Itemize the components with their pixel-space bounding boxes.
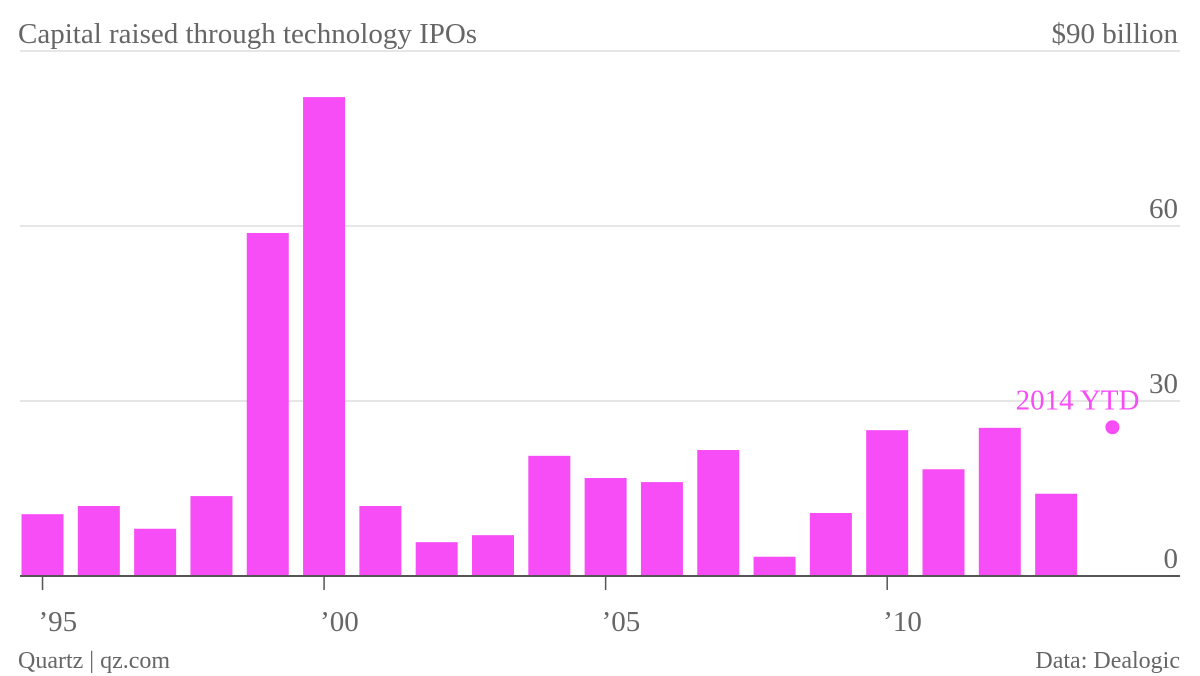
x-tick-label: ’00 xyxy=(320,606,359,638)
bar xyxy=(472,535,515,576)
bar xyxy=(246,233,289,576)
bar xyxy=(77,506,120,576)
highlight-label: 2014 YTD xyxy=(1016,384,1140,416)
x-tick-label: ’10 xyxy=(883,606,922,638)
bar xyxy=(190,496,233,576)
highlight-dot xyxy=(1105,420,1120,435)
credit: Quartz | qz.com xyxy=(18,648,170,674)
bar xyxy=(584,478,627,576)
bar xyxy=(359,506,402,576)
bar xyxy=(809,513,852,576)
bar xyxy=(303,97,346,576)
bar xyxy=(866,430,909,576)
bar xyxy=(1035,493,1078,576)
bar xyxy=(528,455,571,576)
bar xyxy=(697,450,740,576)
bar xyxy=(21,514,64,576)
chart-title: Capital raised through technology IPOs xyxy=(18,18,477,50)
x-tick-label: ’05 xyxy=(602,606,641,638)
y-tick-label: 60 xyxy=(1149,193,1178,225)
x-tick-label: ’95 xyxy=(39,606,78,638)
y-tick-label: 30 xyxy=(1149,368,1178,400)
bar xyxy=(753,556,796,576)
source: Data: Dealogic xyxy=(1035,648,1180,674)
bar xyxy=(978,427,1021,576)
y-tick-label: $90 billion xyxy=(1052,18,1179,50)
bar xyxy=(922,469,965,576)
bar xyxy=(134,528,177,576)
bar xyxy=(415,542,458,576)
bar xyxy=(640,482,683,576)
y-tick-label: 0 xyxy=(1164,543,1179,575)
